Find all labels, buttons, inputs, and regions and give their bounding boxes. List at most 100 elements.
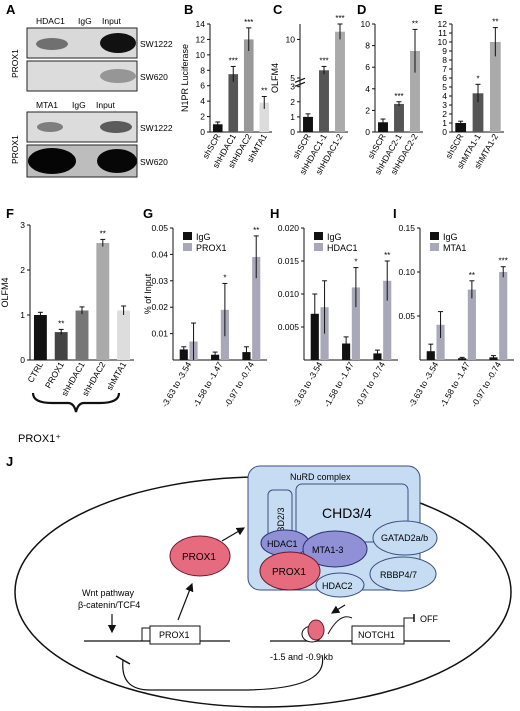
significance-mark: ** [469,271,475,280]
panel-label-b: B [184,2,193,17]
bar-igg [342,343,351,360]
y-tick-label: 9 [442,46,447,56]
significance-mark: * [354,258,357,267]
notch1-repression [403,617,414,628]
panel-label-g: G [143,206,153,221]
significance-mark: ** [100,229,106,238]
significance-mark: * [223,273,226,282]
legend-swatch [430,232,439,240]
y-tick-label: 8 [442,55,447,65]
bar [75,310,89,360]
panel-label-h: H [270,206,279,221]
bar-mta1 [436,324,445,360]
bar [96,243,110,360]
y-tick-label: 0.04 [151,249,168,259]
panel-label-i: I [393,206,397,221]
y-tick-label: 2 [365,105,370,115]
significance-mark: ** [492,18,498,27]
y-tick-label: 0.15 [398,223,415,233]
notch1-gene-label: NOTCH1 [358,630,395,640]
blot-band [37,122,63,132]
prox1-promoter-arrow [141,627,150,641]
y-tick-label: 12 [438,19,448,29]
arrow-gene-to-protein [177,582,194,621]
y-tick-label: 11 [438,28,447,38]
blot-panel-bottom: MTA1 IgG Input SW1222 SW620 PROX1 [10,100,173,178]
beta-catenin-label: β-catenin/TCF4 [78,600,140,610]
nurd-diagram: NuRD complex CHD3/4 MBD2/3 HDAC1 MTA1-3 … [14,465,512,708]
category-label: -3.63 to -3.54 [406,360,440,409]
significance-mark: *** [244,18,253,27]
arrow-prox1-to-nurd [221,527,246,542]
y-tick-label: 1 [442,118,447,128]
prox1-gene-label: PROX1 [159,630,190,640]
legend-swatch [314,232,323,240]
y-tick-label: 1 [290,112,295,122]
y-tick-label: 0 [200,127,205,137]
hdac1-label: HDAC1 [267,539,298,549]
legend-label: IgG [196,232,211,242]
blot-band [28,148,76,174]
y-tick-label: 6 [200,81,205,91]
mta-label: MTA1-3 [312,545,343,555]
chart-g: 0.010.020.030.040.05% of Input ***IgGPROX… [143,223,267,409]
y-tick-label: 6 [442,73,447,83]
legend-swatch [314,243,323,251]
blot-axis-label: PROX1 [10,135,20,164]
y-tick-label: 3 [442,100,447,110]
y-tick-label: 0.005 [278,322,300,332]
blot-row-label: SW620 [140,157,168,167]
y-tick-label: 0 [20,355,25,365]
y-axis-label: % of Input [143,273,153,314]
y-tick-label: 2 [442,109,447,119]
category-label: -0.97 to -0.74 [469,360,503,409]
category-label: -0.97 to -0.74 [353,360,387,409]
gatad-label: GATAD2a/b [381,533,428,543]
significance-mark: *** [319,56,328,65]
blot-panel-top: HDAC1 IgG Input SW1222 SW620 PROX1 [10,16,173,92]
bar [212,124,223,132]
y-tick-label: 4 [200,96,205,106]
y-tick-label: 0.020 [278,223,300,233]
significance-mark: * [476,74,479,83]
bar-igg [179,349,188,360]
y-tick-label: 1 [20,310,25,320]
feedback-inhibition-bar [115,655,131,665]
blot-band [100,121,132,133]
prox1-protein-node [169,535,231,577]
notch1-gene-box [351,625,405,645]
y-tick-label: 0.02 [151,302,168,312]
y-tick-label: 5 [442,82,447,92]
off-label: OFF [420,614,438,624]
category-label: -3.63 to -3.54 [290,360,324,409]
bar-prox1 [252,257,261,360]
significance-mark: ** [58,319,64,328]
panel-label-a: A [6,2,16,17]
y-tick-label: 0.05 [151,223,168,233]
y-axis-label: OLFM4 [270,63,280,93]
bar [243,39,254,132]
bar [410,51,420,132]
rbbp-label: RBBP4/7 [380,570,417,580]
y-tick-label: 3 [20,220,25,230]
blot-header-hdac1: HDAC1 [36,16,65,26]
significance-mark: *** [229,56,238,65]
chart-c: 0123510OLFM4******shSCRshHDAC1-1shHDAC1-… [270,14,348,176]
y-tick-label: 3 [290,82,295,92]
significance-mark: *** [335,14,344,23]
y-tick-label: 7 [442,64,447,74]
bar [303,116,313,132]
significance-mark: ** [253,226,259,235]
panel-label-c: C [273,2,283,17]
blot-band [100,33,136,53]
category-label: -1.58 to -1.47 [322,360,356,409]
kb-label: -1.5 and -0.9 kb [270,652,333,662]
significance-mark: ** [412,19,418,28]
feedback-loop [122,654,324,691]
blot-row-label: SW1222 [140,39,173,49]
rbbp-node [369,556,437,592]
y-tick-label: 0 [442,127,447,137]
blot-header-igg: IgG [72,100,86,110]
